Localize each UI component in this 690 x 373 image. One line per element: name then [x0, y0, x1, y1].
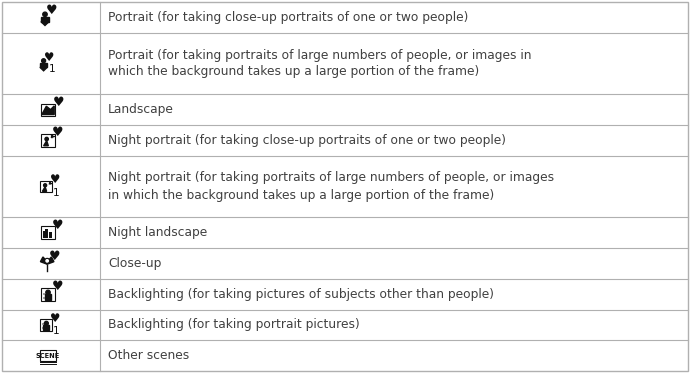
Bar: [41, 134, 55, 147]
Text: Close-up: Close-up: [108, 257, 161, 270]
Bar: [44, 325, 46, 327]
Text: ♥: ♥: [50, 312, 60, 325]
Bar: [43, 231, 47, 238]
Text: ♥: ♥: [50, 173, 60, 186]
Text: Backlighting (for taking pictures of subjects other than people): Backlighting (for taking pictures of sub…: [108, 288, 494, 301]
Text: Night landscape: Night landscape: [108, 226, 207, 239]
Polygon shape: [40, 67, 47, 71]
Polygon shape: [41, 16, 49, 22]
Circle shape: [41, 59, 46, 63]
Bar: [41, 288, 55, 301]
Text: ♥: ♥: [49, 250, 60, 263]
Circle shape: [43, 184, 47, 187]
Bar: [49, 232, 52, 238]
Polygon shape: [45, 294, 52, 300]
Polygon shape: [42, 106, 55, 115]
Bar: [46, 327, 48, 329]
Bar: [48, 293, 50, 295]
Bar: [43, 293, 46, 295]
Polygon shape: [47, 257, 54, 264]
Text: ♥: ♥: [44, 51, 55, 64]
Bar: [42, 327, 44, 329]
Circle shape: [43, 12, 47, 16]
Circle shape: [46, 290, 50, 295]
Circle shape: [45, 137, 48, 141]
Circle shape: [46, 260, 48, 262]
Polygon shape: [43, 325, 50, 330]
Text: ♥: ♥: [52, 96, 64, 109]
Text: Night portrait (for taking close-up portraits of one or two people): Night portrait (for taking close-up port…: [108, 134, 506, 147]
Bar: [41, 319, 52, 331]
Text: Backlighting (for taking portrait pictures): Backlighting (for taking portrait pictur…: [108, 319, 359, 331]
Bar: [42, 323, 44, 325]
Polygon shape: [41, 257, 47, 264]
Bar: [41, 181, 52, 192]
Text: SCENE: SCENE: [36, 352, 60, 358]
Polygon shape: [40, 63, 47, 67]
Bar: [39, 350, 57, 361]
Text: Landscape: Landscape: [108, 103, 174, 116]
Bar: [46, 295, 48, 297]
Text: Night portrait (for taking portraits of large numbers of people, or images
in wh: Night portrait (for taking portraits of …: [108, 172, 554, 201]
Circle shape: [44, 322, 48, 325]
Text: 1: 1: [48, 64, 55, 74]
Bar: [41, 226, 55, 239]
Text: Portrait (for taking portraits of large numbers of people, or images in
which th: Portrait (for taking portraits of large …: [108, 48, 531, 78]
Bar: [43, 297, 46, 299]
Polygon shape: [43, 141, 48, 146]
Text: Portrait (for taking close-up portraits of one or two people): Portrait (for taking close-up portraits …: [108, 11, 469, 24]
Bar: [41, 104, 55, 116]
Text: ♥: ♥: [52, 219, 63, 232]
Bar: [48, 297, 50, 299]
Text: ♥: ♥: [52, 126, 63, 140]
Bar: [46, 229, 48, 238]
Circle shape: [45, 258, 50, 263]
Bar: [46, 323, 48, 325]
Text: Other scenes: Other scenes: [108, 349, 189, 362]
Text: 1: 1: [52, 326, 59, 336]
Text: ♥: ♥: [46, 4, 57, 18]
Polygon shape: [42, 187, 47, 191]
Polygon shape: [41, 22, 49, 25]
Text: 1: 1: [52, 188, 59, 198]
Text: ♥: ♥: [52, 280, 63, 293]
